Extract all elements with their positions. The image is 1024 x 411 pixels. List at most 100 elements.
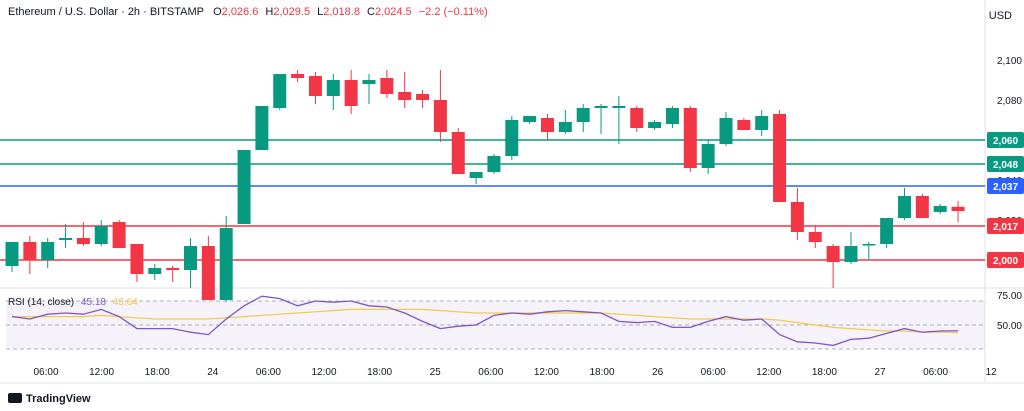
candle-down <box>790 202 804 232</box>
rsi-legend-label: RSI (14, close) <box>8 297 75 308</box>
candle-down <box>308 76 322 96</box>
candle-up <box>184 246 197 270</box>
candle-down <box>737 120 751 130</box>
candle-down <box>451 132 465 174</box>
time-tick-label: 18:00 <box>589 367 614 378</box>
candle-down <box>683 108 697 168</box>
time-tick-label: 12:00 <box>311 367 336 378</box>
candle-up <box>862 244 876 246</box>
rsi-line <box>11 295 959 347</box>
candle-up <box>558 122 572 132</box>
level-badge-support <box>987 218 1024 234</box>
candle-up <box>612 106 626 108</box>
time-tick-label: 24 <box>207 367 219 378</box>
close-value: 2,024.5 <box>374 6 412 18</box>
candle-up <box>505 120 519 156</box>
candle-up <box>880 218 894 244</box>
candle-up <box>755 116 769 130</box>
candle-down <box>201 246 215 300</box>
rsi-legend-value: 45.18 <box>80 297 106 308</box>
time-tick-label: 25 <box>430 367 442 378</box>
open-value: 2,026.6 <box>221 6 259 18</box>
candle-up <box>719 118 733 144</box>
candle-up <box>219 228 233 300</box>
level-label-support: 2,017 <box>993 222 1018 233</box>
candle-up <box>594 106 608 108</box>
candles-group <box>5 70 965 302</box>
candle-up <box>255 106 269 150</box>
candle-up <box>701 144 715 168</box>
candle-up <box>933 206 947 212</box>
level-badge-resistance <box>987 156 1024 172</box>
rsi-tick-label: 50.00 <box>997 321 1022 332</box>
candle-down <box>76 238 90 244</box>
candle-up <box>5 242 19 266</box>
level-badge-resistance <box>987 132 1024 148</box>
time-tick-label: 12:00 <box>756 367 781 378</box>
candle-up <box>273 74 287 108</box>
high-label: H <box>265 6 274 18</box>
time-tick-label: 12 <box>986 367 998 378</box>
rsi-legend-ma-value: 43.64 <box>112 297 138 308</box>
candle-down <box>130 244 144 274</box>
candle-down <box>433 100 447 132</box>
time-tick-label: 06:00 <box>701 367 726 378</box>
currency-label[interactable]: USD <box>988 10 1012 22</box>
price-tick-label: 2,080 <box>997 96 1022 107</box>
time-tick-label: 06:00 <box>923 367 948 378</box>
level-label-current: 2,037 <box>993 182 1018 193</box>
candle-down <box>112 222 126 248</box>
time-tick-label: 06:00 <box>478 367 503 378</box>
time-tick-label: 18:00 <box>812 367 837 378</box>
time-tick-label: 26 <box>652 367 664 378</box>
candle-down <box>398 92 412 100</box>
level-badge-support <box>987 252 1024 268</box>
rsi-ma-line <box>12 308 959 334</box>
candle-down <box>416 94 430 100</box>
candle-up <box>665 108 679 124</box>
candle-down <box>808 232 822 242</box>
candle-down <box>630 108 644 128</box>
candle-down <box>915 196 929 218</box>
low-label: L <box>317 6 324 18</box>
price-tick-label: 2,100 <box>997 56 1022 67</box>
candle-up <box>237 150 251 224</box>
high-value: 2,029.5 <box>273 6 311 18</box>
candle-up <box>576 108 590 122</box>
candle-down <box>23 242 37 260</box>
time-tick-label: 06:00 <box>33 367 58 378</box>
brand-text: TradingView <box>26 393 91 405</box>
level-badge-current <box>987 178 1024 194</box>
candle-down <box>380 78 394 94</box>
time-tick-label: 18:00 <box>145 367 170 378</box>
time-tick-label: 27 <box>874 367 886 378</box>
candle-up <box>148 268 162 274</box>
time-tick-label: 18:00 <box>367 367 392 378</box>
time-tick-label: 12:00 <box>89 367 114 378</box>
time-tick-label: 06:00 <box>256 367 281 378</box>
candle-up <box>94 226 108 244</box>
chart-header: Ethereum / U.S. Dollar · 2h · BITSTAMP O… <box>8 6 492 18</box>
candle-up <box>326 80 340 96</box>
close-label: C <box>367 6 375 18</box>
level-label-resistance: 2,048 <box>993 160 1018 171</box>
time-tick-label: 12:00 <box>534 367 559 378</box>
candle-up <box>487 156 501 172</box>
candle-up <box>898 196 911 218</box>
symbol-title: Ethereum / U.S. Dollar · 2h · BITSTAMP <box>8 6 205 18</box>
candle-up <box>59 238 73 240</box>
candle-up <box>469 172 483 178</box>
price-change: −2.2 (−0.11%) <box>418 6 488 18</box>
candle-up <box>648 122 662 128</box>
candle-down <box>826 246 840 262</box>
candle-down <box>291 74 305 78</box>
rsi-band <box>6 301 985 349</box>
tradingview-logo-icon <box>8 393 22 403</box>
candle-down <box>951 206 965 211</box>
candle-down <box>166 268 180 270</box>
tradingview-brand[interactable]: TradingView <box>8 393 91 405</box>
rsi-legend: RSI (14, close) 45.18 43.64 <box>8 297 138 308</box>
candle-down <box>773 114 787 202</box>
candle-down <box>541 118 554 132</box>
